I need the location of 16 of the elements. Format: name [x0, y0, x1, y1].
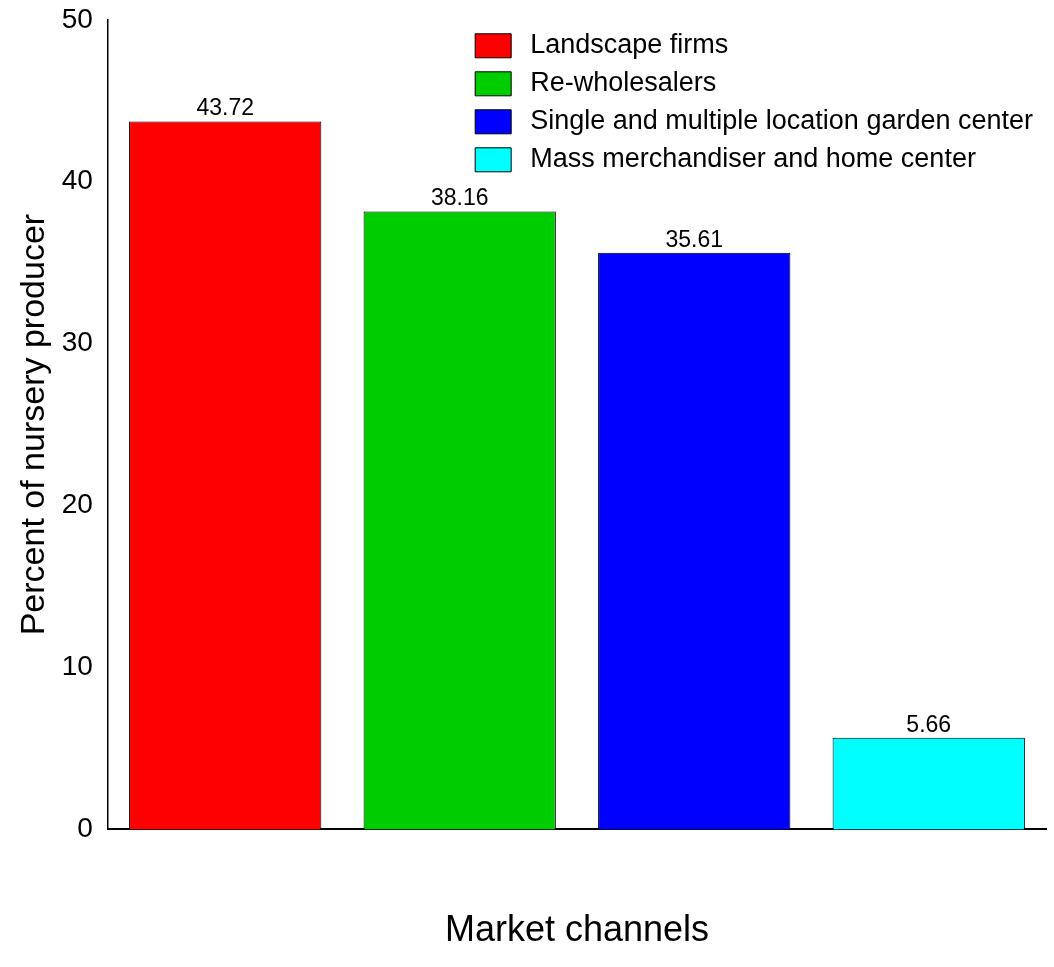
legend-label: Re-wholesalers	[530, 67, 717, 98]
legend-label: Mass merchandiser and home center	[530, 143, 976, 174]
data-label: 43.72	[196, 94, 254, 121]
y-tick-label: 0	[77, 812, 93, 844]
legend-label: Landscape firms	[530, 29, 729, 60]
y-tick-label: 10	[61, 650, 93, 682]
y-tick-label: 50	[61, 2, 93, 34]
data-label: 35.61	[665, 225, 724, 252]
data-label: 38.16	[430, 184, 489, 211]
y-tick-label: 20	[61, 488, 93, 520]
data-label: 5.66	[906, 710, 952, 737]
legend-label: Single and multiple location garden center	[530, 105, 1034, 136]
y-tick-label: 40	[61, 164, 93, 196]
y-tick-label: 30	[61, 326, 93, 358]
x-axis-title: Market channels	[444, 908, 710, 950]
y-axis-title: Percent of nursery producer	[12, 213, 51, 636]
